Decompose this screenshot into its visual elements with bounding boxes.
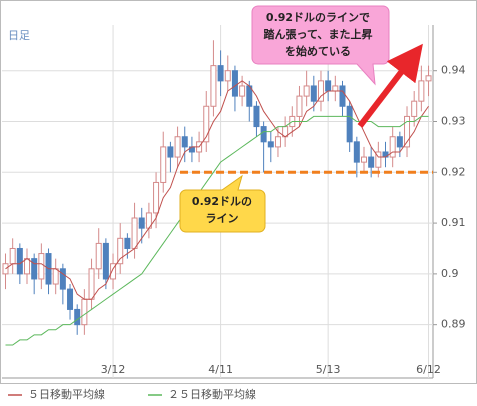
candle-body (396, 136, 403, 148)
candle-body (389, 136, 396, 158)
candle-body (375, 151, 382, 168)
callout-text: ライン (206, 212, 239, 225)
callout-text: を始めている (285, 44, 351, 58)
x-tick-label: 4/11 (208, 363, 233, 376)
legend-label: ５日移動平均線 (28, 387, 105, 401)
callout-text: 踏ん張って、また上昇 (264, 27, 373, 41)
candle-body (296, 95, 303, 117)
candle-body (325, 80, 332, 92)
candle-body (267, 141, 274, 148)
candle-body (339, 85, 346, 107)
candle-body (210, 65, 217, 107)
y-tick-label: 0.91 (441, 216, 466, 229)
candle-body (31, 258, 38, 280)
candle-body (138, 217, 145, 229)
callout-box (251, 5, 390, 86)
candle-body (117, 237, 124, 265)
candle-body (368, 156, 375, 168)
candle-body (260, 126, 267, 143)
candle-body (95, 242, 102, 270)
candle-body (332, 85, 339, 92)
candle-body (110, 263, 117, 280)
candle-body (59, 268, 66, 290)
candle-body (67, 288, 74, 310)
candle-body (124, 237, 131, 249)
candle-body (9, 247, 16, 265)
candle-body (16, 247, 23, 275)
y-tick-label: 0.9 (441, 267, 459, 280)
candle-body (160, 146, 167, 183)
timeframe-label: 日足 (8, 29, 30, 42)
candle-body (317, 80, 324, 102)
candle-body (38, 253, 45, 280)
ma-line (5, 80, 429, 300)
candle-body (303, 85, 310, 97)
candle-body (418, 80, 425, 102)
candle-body (310, 85, 317, 102)
candle-body (361, 156, 367, 163)
callout-box (179, 174, 266, 233)
candle-body (74, 308, 81, 326)
y-tick-label: 0.89 (441, 318, 466, 331)
candle-body (274, 136, 281, 148)
x-tick-label: 3/12 (101, 363, 126, 376)
candle-body (24, 258, 31, 275)
x-tick-label: 6/12 (416, 363, 441, 376)
x-tick-label: 5/13 (316, 363, 341, 376)
candle-body (231, 70, 238, 97)
candle-body (353, 141, 360, 163)
candle-body (52, 268, 59, 285)
candle-body (181, 136, 188, 148)
candle-body (131, 217, 138, 249)
candle-body (239, 85, 246, 97)
callout-text: 0.92ドルの (192, 195, 252, 208)
candle-body (81, 298, 88, 326)
y-tick-label: 0.92 (441, 165, 466, 178)
candle-body (346, 105, 353, 143)
candle-body (153, 181, 160, 214)
candle-body (167, 146, 174, 158)
y-tick-label: 0.94 (441, 64, 466, 77)
candle-body (404, 115, 411, 148)
candle-body (88, 268, 95, 300)
candle-body (425, 75, 432, 82)
candle-body (174, 136, 181, 158)
candle-body (203, 105, 210, 143)
legend-label: ２５日移動平均線 (168, 387, 256, 401)
ma-line (5, 115, 429, 346)
y-tick-label: 0.93 (441, 115, 466, 128)
candle-body (102, 242, 109, 280)
candle-body (411, 100, 418, 117)
trend-arrow (357, 43, 423, 128)
candle-body (217, 65, 224, 82)
callout-text: 0.92ドルのラインで (266, 11, 370, 24)
candle-body (224, 70, 231, 82)
candle-body (253, 105, 260, 128)
